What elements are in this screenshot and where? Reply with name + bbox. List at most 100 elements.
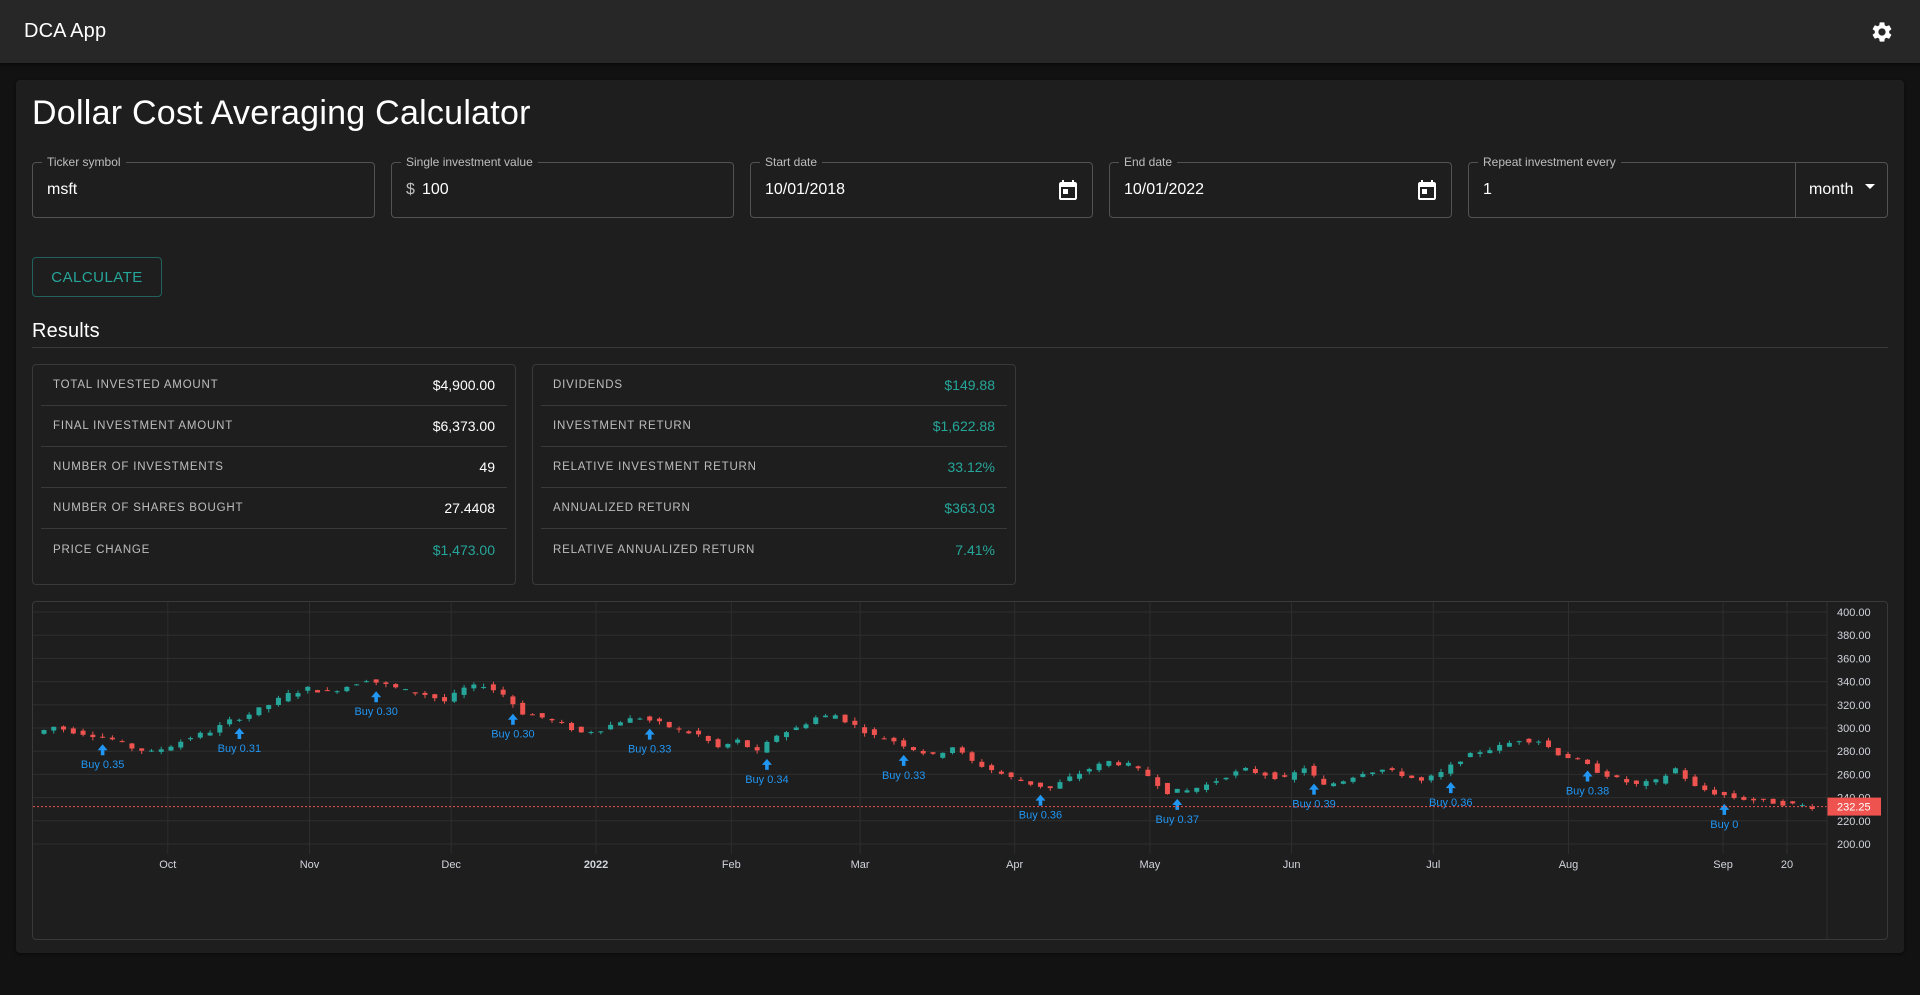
candle-body xyxy=(1028,781,1034,785)
candle-body xyxy=(1799,805,1805,807)
buy-arrow-icon xyxy=(234,728,245,740)
candle-body xyxy=(1379,769,1385,772)
results-card-left: TOTAL INVESTED AMOUNT $4,900.00 FINAL INVE… xyxy=(32,364,516,585)
result-value: 33.12% xyxy=(947,459,995,475)
result-value: 27.4408 xyxy=(444,500,495,516)
candle-body xyxy=(1790,801,1796,804)
ticker-input[interactable]: msft xyxy=(47,181,78,198)
start-date-field[interactable]: Start date 10/01/2018 xyxy=(750,154,1093,218)
calendar-icon[interactable] xyxy=(1056,179,1080,203)
calendar-icon[interactable] xyxy=(1415,179,1439,203)
result-row: ANNUALIZED RETURN $363.03 xyxy=(541,488,1007,529)
result-row: INVESTMENT RETURN $1,622.88 xyxy=(541,406,1007,447)
result-label: NUMBER OF SHARES BOUGHT xyxy=(53,502,244,514)
candle-body xyxy=(1311,765,1317,776)
result-label: DIVIDENDS xyxy=(553,379,623,391)
candle-body xyxy=(1252,768,1258,774)
candle-body xyxy=(1272,772,1278,780)
candle-body xyxy=(852,720,858,725)
candle-body xyxy=(90,734,96,738)
result-row: TOTAL INVESTED AMOUNT $4,900.00 xyxy=(41,365,507,406)
buy-marker-label: Buy 0.37 xyxy=(1156,814,1199,826)
candle-body xyxy=(129,743,135,749)
candle-body xyxy=(51,726,57,731)
candle-body xyxy=(148,750,154,752)
y-tick-label: 340.00 xyxy=(1837,677,1871,689)
candle-body xyxy=(1712,789,1718,795)
buy-marker-label: Buy 0.31 xyxy=(218,743,261,755)
candle-body xyxy=(305,686,311,691)
candle-body xyxy=(1360,773,1366,777)
candle-body xyxy=(1213,781,1219,783)
repeat-unit-select[interactable]: month xyxy=(1795,163,1887,217)
buy-arrow-icon xyxy=(1035,794,1046,806)
start-date-input[interactable]: 10/01/2018 xyxy=(765,181,846,198)
candle-body xyxy=(588,732,594,734)
candle-body xyxy=(823,715,829,718)
y-tick-label: 300.00 xyxy=(1837,723,1871,735)
investment-value-input[interactable]: 100 xyxy=(422,181,449,198)
candle-body xyxy=(910,747,916,751)
x-tick-label: Jul xyxy=(1426,859,1440,871)
settings-button[interactable] xyxy=(1862,12,1902,52)
candle-body xyxy=(1057,782,1063,789)
end-date-field[interactable]: End date 10/01/2022 xyxy=(1109,154,1452,218)
y-tick-label: 380.00 xyxy=(1837,630,1871,642)
candle-body xyxy=(217,725,223,733)
candle-body xyxy=(1604,771,1610,777)
x-tick-label: Feb xyxy=(722,859,741,871)
candle-body xyxy=(920,750,926,754)
repeat-input[interactable]: 1 xyxy=(1483,181,1492,198)
candle-body xyxy=(725,743,731,748)
candle-body xyxy=(803,724,809,729)
ticker-field[interactable]: Ticker symbol msft xyxy=(32,154,375,218)
end-date-input[interactable]: 10/01/2022 xyxy=(1124,181,1205,198)
candle-body xyxy=(1448,764,1454,774)
y-tick-label: 200.00 xyxy=(1837,839,1871,851)
last-price-label: 232.25 xyxy=(1837,802,1871,814)
candle-body xyxy=(1184,790,1190,793)
candle-body xyxy=(1096,763,1102,771)
candle-body xyxy=(246,714,252,719)
buy-arrow-icon xyxy=(507,713,518,725)
candle-body xyxy=(1418,777,1424,781)
result-label: NUMBER OF INVESTMENTS xyxy=(53,461,224,473)
candle-body xyxy=(490,684,496,691)
x-tick-label: Mar xyxy=(851,859,870,871)
buy-arrow-icon xyxy=(1719,803,1730,815)
candle-body xyxy=(1770,798,1776,804)
candle-body xyxy=(1125,762,1131,766)
y-tick-label: 400.00 xyxy=(1837,607,1871,619)
candle-body xyxy=(1633,780,1639,784)
calculate-button[interactable]: CALCULATE xyxy=(32,257,162,297)
candle-body xyxy=(608,724,614,730)
investment-value-field[interactable]: Single investment value $ 100 xyxy=(391,154,734,218)
candle-body xyxy=(275,697,281,706)
candle-body xyxy=(1262,772,1268,776)
candle-body xyxy=(1194,787,1200,792)
candle-body xyxy=(442,697,448,702)
result-row: NUMBER OF SHARES BOUGHT 27.4408 xyxy=(41,488,507,529)
candle-body xyxy=(774,735,780,742)
candle-body xyxy=(363,681,369,683)
candle-body xyxy=(1682,770,1688,779)
price-chart[interactable]: 400.00 380.00 360.00 340.00 320.00 300.00 280.… xyxy=(32,601,1888,940)
buy-marker-label: Buy 0.30 xyxy=(354,706,397,718)
candle-body xyxy=(559,721,565,723)
candle-body xyxy=(1672,768,1678,774)
result-value: 49 xyxy=(479,459,495,475)
candle-body xyxy=(471,684,477,689)
buy-marker-label: Buy 0.39 xyxy=(1292,799,1335,811)
app-bar: DCA App xyxy=(0,0,1920,63)
candle-body xyxy=(1497,744,1503,751)
candle-body xyxy=(959,747,965,753)
price-chart-svg[interactable]: 400.00 380.00 360.00 340.00 320.00 300.00 280.… xyxy=(33,602,1887,939)
result-label: FINAL INVESTMENT AMOUNT xyxy=(53,420,234,432)
y-tick-label: 280.00 xyxy=(1837,746,1871,758)
buy-arrow-icon xyxy=(1582,770,1593,782)
candle-body xyxy=(80,730,86,735)
candle-body xyxy=(696,730,702,735)
candle-body xyxy=(842,714,848,723)
repeat-field[interactable]: Repeat investment every 1 month xyxy=(1468,154,1888,218)
candle-body xyxy=(715,739,721,748)
